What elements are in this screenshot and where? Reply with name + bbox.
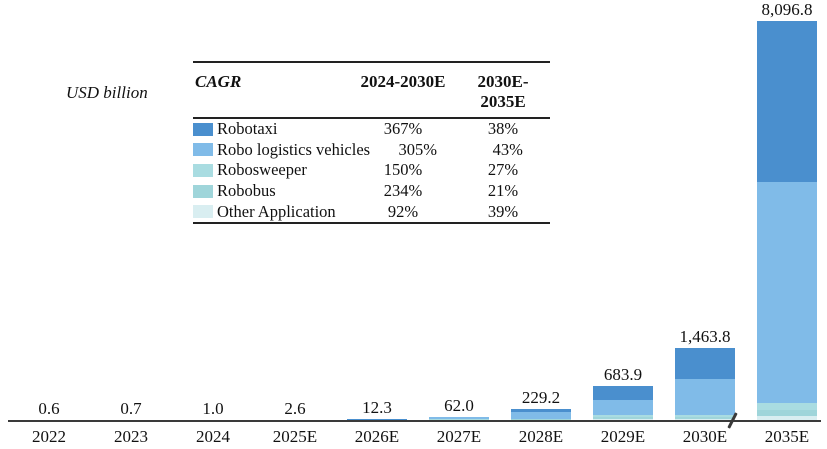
legend-row-cagr2: 38% xyxy=(487,119,519,139)
bar-segment-robo-logistics-vehicles xyxy=(593,400,653,416)
legend-table-header: CAGR 2024-2030E 2030E-2035E xyxy=(193,63,550,119)
bar-segment-robosweeper xyxy=(511,418,571,420)
bar-total-label: 683.9 xyxy=(603,365,643,385)
legend-row-cagr1: 367% xyxy=(383,119,423,139)
x-axis-label-2035E: 2035E xyxy=(764,427,810,446)
bar-2028E xyxy=(511,408,571,420)
legend-row-label: Robobus xyxy=(217,181,276,201)
legend-row-label: Robosweeper xyxy=(217,160,307,180)
bar-total-label: 229.2 xyxy=(521,387,561,407)
legend-row-robosweeper: Robosweeper 150% 27% xyxy=(193,160,550,181)
legend-row-robo-logistics: Robo logistics vehicles 305% 43% xyxy=(193,140,550,161)
x-axis-label-2025E: 2025E xyxy=(272,427,318,446)
legend-row-label: Robo logistics vehicles xyxy=(217,139,371,159)
legend-row-robotaxi: Robotaxi 367% 38% xyxy=(193,119,550,140)
legend-header-2024-2030: 2024-2030E xyxy=(360,72,446,91)
bar-total-label: 62.0 xyxy=(444,395,474,415)
bar-segment-robobus xyxy=(757,410,817,417)
legend-row-cagr2: 27% xyxy=(487,160,519,180)
legend-row-robobus: Robobus 234% 21% xyxy=(193,181,550,202)
x-axis-label-2026E: 2026E xyxy=(354,427,400,446)
bar-2030E xyxy=(675,347,735,420)
bar-segment-other-application xyxy=(757,416,817,420)
bar-segment-robo-logistics-vehicles xyxy=(675,378,735,415)
bar-segment-robo-logistics-vehicles xyxy=(757,181,817,404)
bar-segment-robotaxi xyxy=(511,408,571,412)
bar-segment-robosweeper xyxy=(675,414,735,418)
legend-header-cagr: CAGR xyxy=(195,72,242,91)
bar-segment-robo-logistics-vehicles xyxy=(429,417,489,420)
x-axis-label-2029E: 2029E xyxy=(600,427,646,446)
legend-row-cagr2: 39% xyxy=(487,201,519,221)
unit-label: USD billion xyxy=(66,83,148,102)
legend-row-cagr1: 305% xyxy=(398,139,438,159)
bar-segment-robosweeper xyxy=(757,403,817,411)
x-axis-line xyxy=(8,420,821,422)
legend-row-cagr2: 43% xyxy=(492,139,523,159)
bar-total-label: 2.6 xyxy=(284,398,306,418)
bar-2035E xyxy=(757,21,817,420)
legend-header-2030-2035: 2030E-2035E xyxy=(477,72,529,111)
x-axis-label-2030E: 2030E xyxy=(682,427,728,446)
legend-row-cagr1: 234% xyxy=(383,181,423,201)
bar-segment-other-application xyxy=(675,419,735,420)
legend-row-label: Robotaxi xyxy=(217,119,278,139)
robobus-swatch-icon xyxy=(193,184,213,198)
x-axis-label-2027E: 2027E xyxy=(436,427,482,446)
bar-2027E xyxy=(429,416,489,420)
x-axis-label-2023: 2023 xyxy=(114,427,148,446)
bar-segment-robosweeper xyxy=(593,415,653,418)
bar-segment-robo-logistics-vehicles xyxy=(511,411,571,419)
bar-total-label: 0.7 xyxy=(120,398,142,418)
legend-row-cagr2: 21% xyxy=(487,181,519,201)
other-application-swatch-icon xyxy=(193,205,213,219)
bar-segment-robobus xyxy=(511,419,571,420)
bar-total-label: 12.3 xyxy=(362,398,392,418)
robotaxi-swatch-icon xyxy=(193,122,213,136)
bar-segment-robotaxi xyxy=(593,386,653,401)
x-axis-label-2024: 2024 xyxy=(196,427,230,446)
robo-logistics-swatch-icon xyxy=(193,143,213,157)
bar-total-label: 1.0 xyxy=(202,398,224,418)
bar-segment-robotaxi xyxy=(757,21,817,182)
cagr-legend-table: CAGR 2024-2030E 2030E-2035E Robotaxi 367… xyxy=(193,61,550,224)
x-axis-label-2028E: 2028E xyxy=(518,427,564,446)
bar-total-label: 8,096.8 xyxy=(761,0,813,19)
bar-2029E xyxy=(593,386,653,420)
bar-2026E xyxy=(347,419,407,420)
bar-segment-robobus xyxy=(593,417,653,420)
legend-row-label: Other Application xyxy=(217,201,336,221)
legend-row-cagr1: 150% xyxy=(383,160,423,180)
bar-total-label: 0.6 xyxy=(38,398,60,418)
bar-segment-other-application xyxy=(593,419,653,420)
robosweeper-swatch-icon xyxy=(193,163,213,177)
legend-row-other-application: Other Application 92% 39% xyxy=(193,201,550,222)
bar-segment-robotaxi xyxy=(675,347,735,379)
legend-row-cagr1: 92% xyxy=(387,201,419,221)
x-axis-label-2022: 2022 xyxy=(32,427,66,446)
bar-total-label: 1,463.8 xyxy=(679,326,731,346)
bar-segment-robobus xyxy=(675,417,735,420)
